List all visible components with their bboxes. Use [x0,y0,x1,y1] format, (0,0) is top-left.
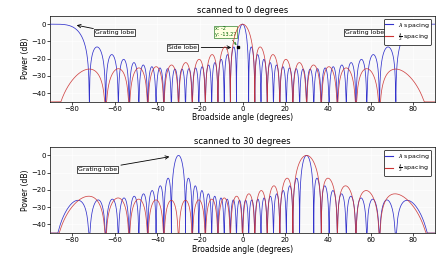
Legend: $\lambda$ spacing, $\frac{\lambda}{2}$ spacing: $\lambda$ spacing, $\frac{\lambda}{2}$ s… [383,19,431,45]
Y-axis label: Power (dB): Power (dB) [21,38,30,80]
Text: x: -2
y: -13.27: x: -2 y: -13.27 [214,26,236,45]
Title: scanned to 0 degrees: scanned to 0 degrees [197,6,287,15]
Text: Side lobe: Side lobe [168,45,230,50]
Legend: $\lambda$ spacing, $\frac{\lambda}{2}$ spacing: $\lambda$ spacing, $\frac{\lambda}{2}$ s… [383,150,431,176]
Text: Grating lobe: Grating lobe [78,24,134,35]
Y-axis label: Power (dB): Power (dB) [21,169,30,211]
Text: Grating lobe: Grating lobe [78,156,168,172]
Title: scanned to 30 degrees: scanned to 30 degrees [194,137,290,146]
Text: Grating lobe: Grating lobe [344,24,406,35]
X-axis label: Broadside angle (degrees): Broadside angle (degrees) [191,113,293,123]
X-axis label: Broadside angle (degrees): Broadside angle (degrees) [191,245,293,254]
